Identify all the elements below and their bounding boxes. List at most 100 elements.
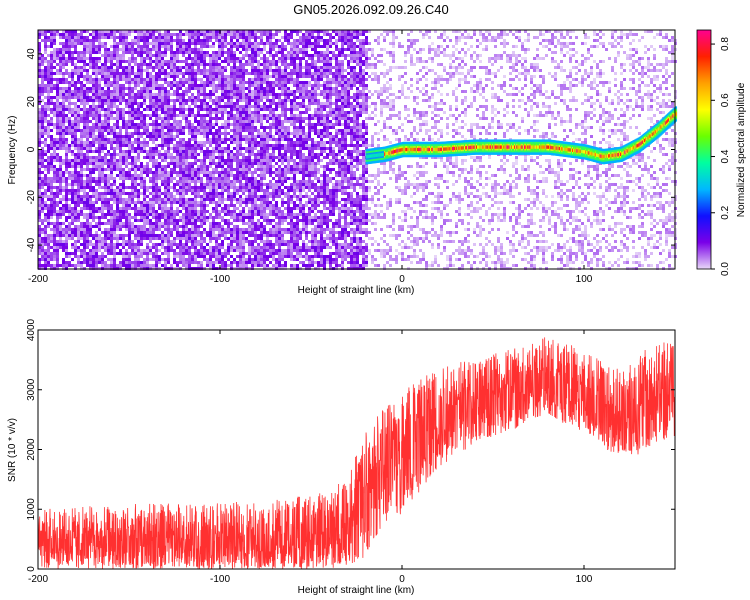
heatmap-cell <box>95 84 98 87</box>
heatmap-cell <box>104 186 107 189</box>
heatmap-cell <box>158 243 161 246</box>
heatmap-cell <box>116 48 119 51</box>
heatmap-cell <box>134 183 137 186</box>
heatmap-cell <box>137 81 140 84</box>
heatmap-cell <box>236 216 239 219</box>
heatmap-cell <box>161 159 164 162</box>
heatmap-cell <box>200 216 203 219</box>
heatmap-cell <box>221 192 224 195</box>
heatmap-cell <box>158 207 161 210</box>
heatmap-cell <box>233 120 236 123</box>
heatmap-cell <box>248 105 251 108</box>
heatmap-cell <box>77 210 80 213</box>
heatmap-cell <box>44 120 47 123</box>
heatmap-cell <box>182 261 185 264</box>
heatmap-cell <box>242 96 245 99</box>
heatmap-cell <box>146 45 149 48</box>
heatmap-cell <box>119 243 122 246</box>
heatmap-cell <box>191 30 194 33</box>
heatmap-cell <box>44 153 47 156</box>
heatmap-cell <box>74 63 77 66</box>
heatmap-cell <box>215 189 218 192</box>
heatmap-cell <box>257 150 260 153</box>
heatmap-cell <box>38 123 41 126</box>
heatmap-cell <box>212 111 215 114</box>
heatmap-cell <box>83 240 86 243</box>
heatmap-cell <box>131 261 134 264</box>
heatmap-cell <box>131 231 134 234</box>
heatmap-cell <box>83 222 86 225</box>
heatmap-cell <box>104 222 107 225</box>
heatmap-cell <box>191 87 194 90</box>
heatmap-cell <box>56 144 59 147</box>
heatmap-cell <box>59 207 62 210</box>
heatmap-cell <box>230 135 233 138</box>
heatmap-cell <box>59 81 62 84</box>
heatmap-cell <box>158 48 161 51</box>
heatmap-cell <box>152 207 155 210</box>
heatmap-cell <box>254 117 257 120</box>
heatmap-cell <box>137 51 140 54</box>
heatmap-cell <box>62 210 65 213</box>
heatmap-cell <box>233 192 236 195</box>
heatmap-cell <box>230 84 233 87</box>
heatmap-cell <box>86 114 89 117</box>
heatmap-cell <box>170 141 173 144</box>
heatmap-cell <box>47 120 50 123</box>
heatmap-cell <box>80 153 83 156</box>
heatmap-cell <box>239 63 242 66</box>
heatmap-cell <box>209 60 212 63</box>
heatmap-cell <box>197 231 200 234</box>
heatmap-cell <box>47 63 50 66</box>
heatmap-cell <box>248 141 251 144</box>
heatmap-cell <box>263 87 266 90</box>
heatmap-cell <box>53 54 56 57</box>
heatmap-cell <box>68 57 71 60</box>
heatmap-cell <box>119 78 122 81</box>
heatmap-cell <box>47 258 50 261</box>
heatmap-cell <box>152 78 155 81</box>
heatmap-cell <box>203 192 206 195</box>
heatmap-cell <box>56 240 59 243</box>
heatmap-cell <box>98 111 101 114</box>
heatmap-cell <box>227 48 230 51</box>
heatmap-cell <box>134 102 137 105</box>
heatmap-cell <box>95 36 98 39</box>
heatmap-cell <box>164 165 167 168</box>
heatmap-cell <box>263 33 266 36</box>
heatmap-cell <box>173 183 176 186</box>
heatmap-cell <box>239 135 242 138</box>
heatmap-cell <box>197 54 200 57</box>
heatmap-cell <box>263 72 266 75</box>
heatmap-cell <box>263 108 266 111</box>
heatmap-cell <box>254 195 257 198</box>
heatmap-cell <box>203 108 206 111</box>
heatmap-cell <box>98 210 101 213</box>
heatmap-cell <box>158 228 161 231</box>
heatmap-cell <box>104 30 107 33</box>
heatmap-cell <box>173 66 176 69</box>
heatmap-cell <box>95 75 98 78</box>
heatmap-cell <box>107 153 110 156</box>
heatmap-cell <box>152 255 155 258</box>
heatmap-cell <box>110 198 113 201</box>
heatmap-cell <box>251 219 254 222</box>
heatmap-cell <box>251 159 254 162</box>
heatmap-cell <box>110 216 113 219</box>
heatmap-cell <box>47 96 50 99</box>
heatmap-cell <box>206 156 209 159</box>
heatmap-cell <box>260 153 263 156</box>
heatmap-cell <box>59 141 62 144</box>
heatmap-cell <box>146 153 149 156</box>
heatmap-cell <box>50 57 53 60</box>
heatmap-cell <box>227 213 230 216</box>
heatmap-cell <box>185 213 188 216</box>
heatmap-cell <box>110 138 113 141</box>
heatmap-cell <box>56 246 59 249</box>
heatmap-cell <box>185 192 188 195</box>
heatmap-cell <box>248 150 251 153</box>
heatmap-cell <box>227 219 230 222</box>
heatmap-cell <box>113 147 116 150</box>
heatmap-cell <box>260 144 263 147</box>
heatmap-cell <box>59 216 62 219</box>
